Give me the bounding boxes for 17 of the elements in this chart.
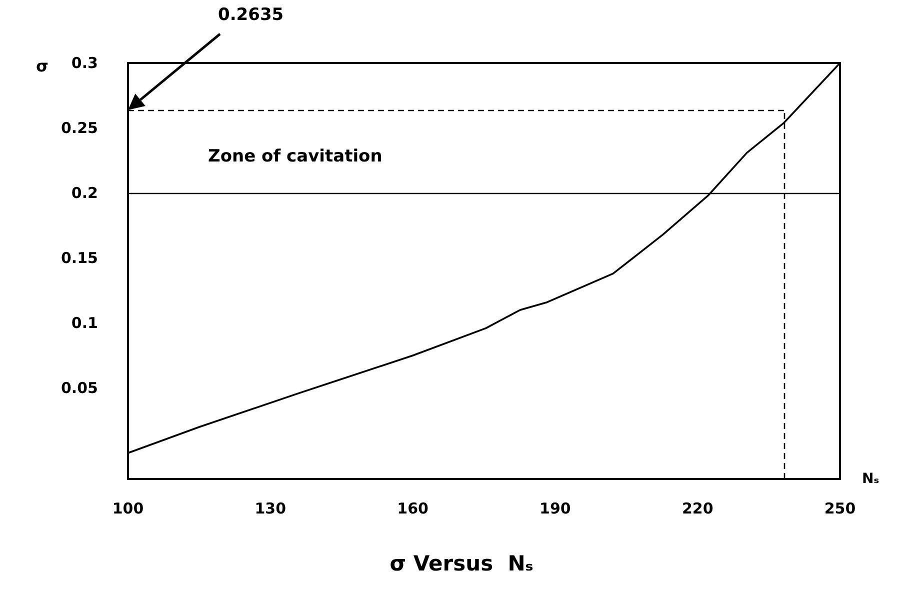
x-tick-label: 130 (254, 500, 286, 518)
ref-line-label: Zone of cavitation (208, 146, 382, 166)
y-axis-title: σ (36, 56, 48, 76)
text: σ Versus Nₛ (390, 552, 534, 576)
x-axis-title: Nₛ (862, 471, 880, 487)
x-tick-label: 250 (824, 500, 856, 518)
x-tick-label: 160 (397, 500, 428, 518)
x-tick-label: 220 (682, 500, 714, 518)
text: 0.2635 (218, 4, 284, 25)
y-tick-label: 0.3 (71, 54, 98, 72)
y-tick-label: 0.05 (60, 379, 98, 397)
y-tick-label: 0.25 (60, 119, 98, 137)
x-tick-label: 190 (540, 500, 571, 518)
x-tick-label: 100 (112, 500, 144, 518)
y-tick-label: 0.1 (71, 314, 98, 332)
y-tick-label: 0.2 (71, 184, 98, 202)
y-tick-label: 0.15 (60, 249, 98, 267)
